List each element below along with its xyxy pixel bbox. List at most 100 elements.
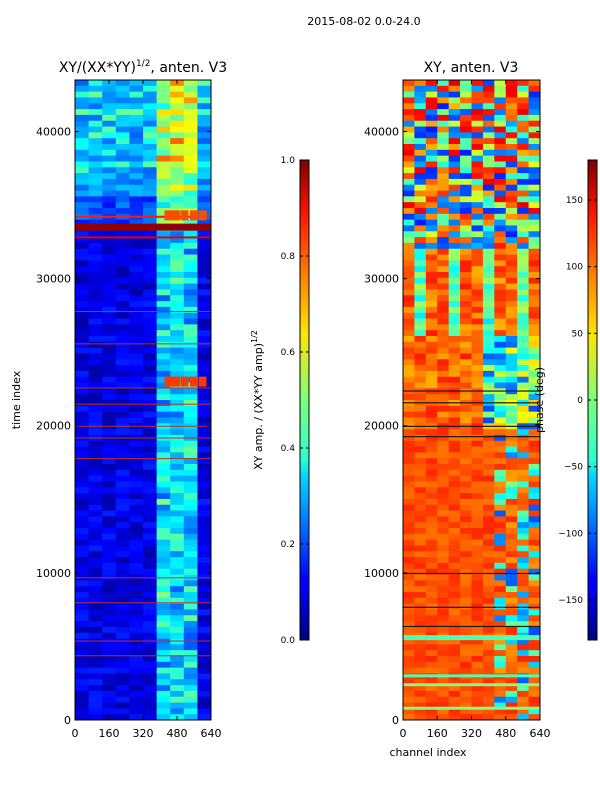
heatmap-cell [471,254,484,261]
heatmap-cell [197,190,211,197]
heatmap-cell [460,132,472,139]
heatmap-cell [414,382,427,389]
heatmap-cell [197,580,211,587]
heatmap-cell [403,539,415,546]
heatmap-cell [460,376,472,384]
heatmap-cell [115,85,130,93]
heatmap-cell [437,498,450,506]
heatmap-cell [403,562,415,570]
heatmap-cell [129,498,144,506]
heatmap-cell [425,685,438,692]
heatmap-cell [517,231,530,238]
heatmap-cell [88,394,103,401]
heatmap-cell [156,132,171,139]
heatmap-cell [403,621,415,628]
x-tick-label: 160 [427,727,448,740]
heatmap-cell [129,533,144,541]
heatmap-cell [143,452,158,459]
heatmap-cell [482,580,495,587]
heatmap-cell [414,539,427,546]
heatmap-cell [88,702,103,709]
heatmap-cell [170,126,185,133]
heatmap-cell [403,109,415,116]
heatmap-cell [403,306,415,314]
heatmap-cell [471,458,484,465]
heatmap-cell [425,167,438,174]
heatmap-cell [471,592,484,599]
heatmap-cell [170,167,185,174]
heatmap-cell [75,301,90,308]
heatmap-cell [102,557,117,564]
heatmap-cell [75,178,90,186]
heatmap-cell [517,551,530,558]
heatmap-cell [494,510,507,517]
heatmap-cell [505,91,518,98]
heatmap-cell [170,301,185,308]
heatmap-cell [471,336,484,343]
heatmap-cell [143,533,158,541]
heatmap-cell [414,656,427,663]
heatmap-cell [437,446,450,453]
heatmap-cell [414,440,427,448]
heatmap-cell [425,545,438,552]
heatmap-cell [115,626,130,634]
heatmap-cell [183,330,198,337]
heatmap-cell [528,469,540,477]
heatmap-cell [115,504,130,512]
heatmap-cell [471,231,484,238]
heatmap-cell [471,190,484,197]
heatmap-cell [448,149,461,157]
heatmap-cell [156,528,171,535]
heatmap-cell [403,504,415,512]
heatmap-cell [482,417,495,424]
heatmap-cell [517,178,530,186]
heatmap-cell [129,370,144,378]
heatmap-cell [517,452,530,459]
heatmap-cell [156,644,171,651]
heatmap-cell [414,184,427,192]
heatmap-cell [403,155,415,162]
heatmap-cell [471,161,484,168]
heatmap-cell [448,551,461,558]
heatmap-cell [403,231,415,238]
heatmap-cell [197,173,211,180]
heatmap-cell [494,109,507,116]
heatmap-cell [528,161,540,168]
heatmap-cell [75,266,90,273]
heatmap-cell [448,347,461,354]
heatmap-cell [471,91,484,98]
heatmap-cell [183,85,198,93]
heatmap-cell [88,458,103,465]
heatmap-cell [494,376,507,384]
heatmap-cell [494,405,507,413]
heatmap-cell [88,341,103,349]
heatmap-cell [75,440,90,448]
heatmap-cell [129,336,144,343]
heatmap-cell [197,91,211,98]
heatmap-cell [414,173,427,180]
heatmap-cell [471,109,484,116]
heatmap-cell [170,149,185,157]
heatmap-cell [505,504,518,512]
heatmap-cell [494,493,507,500]
heatmap-cell [414,708,427,715]
heatmap-cell [448,405,461,413]
heatmap-cell [143,120,158,128]
heatmap-cell [414,464,427,471]
heatmap-cell [197,702,211,709]
heatmap-cell [197,144,211,151]
heatmap-cell [102,597,117,605]
heatmap-cell [102,126,117,133]
heatmap-cell [471,696,484,704]
heatmap-cell [143,562,158,570]
heatmap-cell [102,365,117,372]
heatmap-cell [143,592,158,599]
heatmap-cell [494,277,507,285]
heatmap-cell [528,324,540,331]
heatmap-cell [115,388,130,395]
heatmap-cell [197,481,211,488]
heatmap-cell [129,586,144,593]
heatmap-cell [75,533,90,541]
heatmap-cell [197,353,211,360]
heatmap-cell [115,242,130,250]
